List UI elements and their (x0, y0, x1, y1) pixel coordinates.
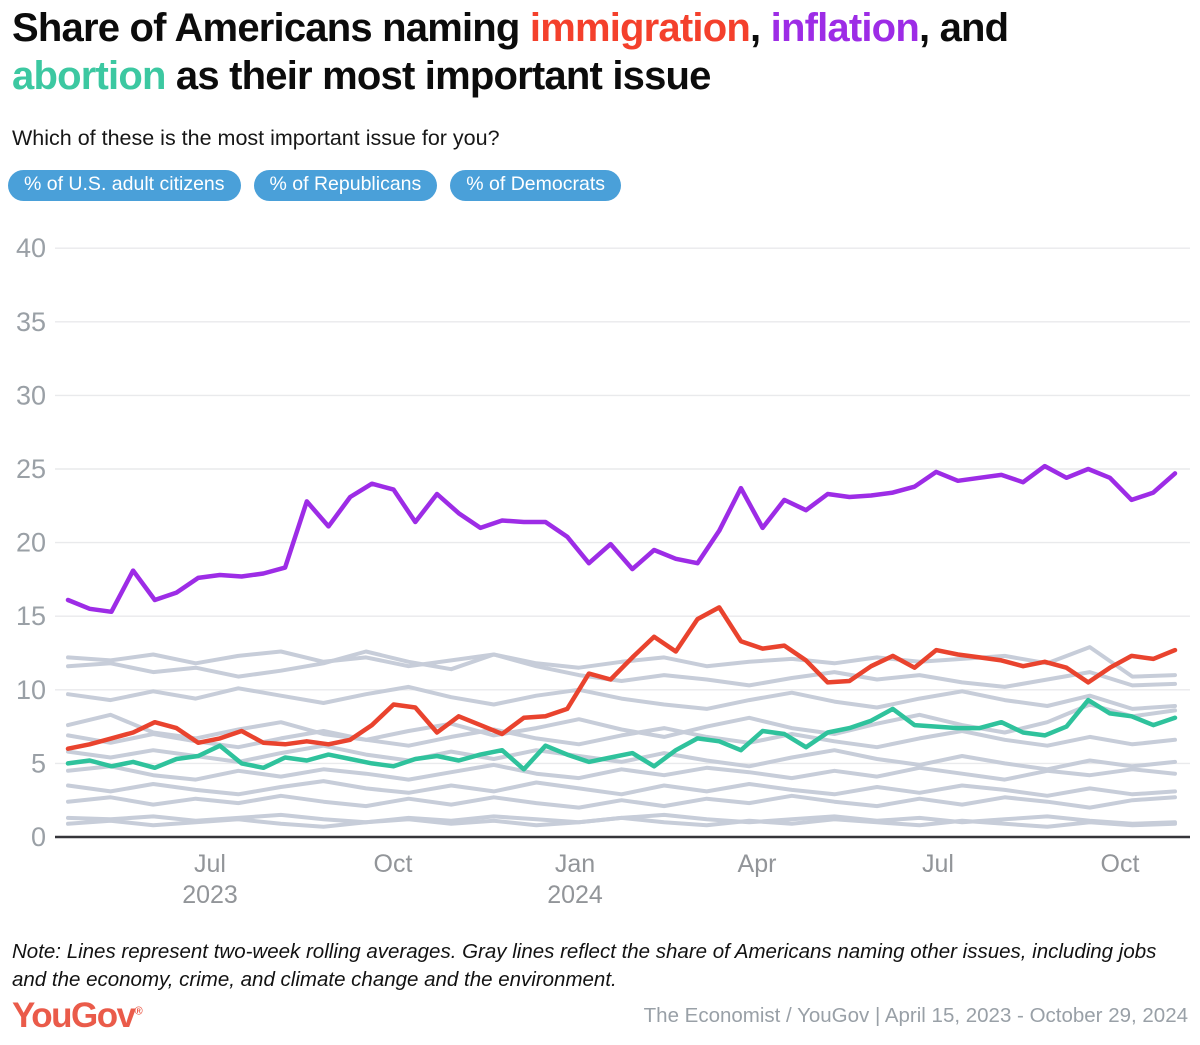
series-other-issue-5 (66, 726, 1177, 750)
x-tick-year-2: 2024 (547, 881, 603, 909)
chart-question: Which of these is the most important iss… (12, 126, 500, 150)
x-tick-2: Jan (555, 850, 595, 878)
y-tick-25: 25 (16, 454, 46, 484)
series-abortion (65, 697, 1178, 772)
x-tick-3: Apr (738, 850, 777, 878)
footnote: Note: Lines represent two-week rolling a… (12, 940, 1157, 991)
series-other-issue-11 (66, 815, 1177, 829)
y-tick-30: 30 (16, 380, 46, 410)
title-segment-5: abortion (12, 54, 166, 98)
x-tick-0: Jul (194, 850, 226, 878)
pill-democrats[interactable]: % of Democrats (450, 170, 621, 201)
metric-pills: % of U.S. adult citizens % of Republicans… (8, 170, 621, 201)
page-title: Share of Americans naming immigration, i… (12, 4, 1192, 100)
title-segment-4: , and (918, 6, 1009, 50)
series-other-issue-9 (66, 793, 1177, 810)
series-other-issue-7 (66, 762, 1177, 782)
y-tick-40: 40 (16, 233, 46, 263)
title-segment-6: as their most important issue (165, 54, 712, 98)
series-other-issue-4 (66, 702, 1177, 742)
series-other-issue-10 (66, 812, 1177, 826)
x-tick-year-0: 2023 (182, 881, 238, 909)
source-credit: The Economist / YouGov | April 15, 2023 … (643, 1004, 1188, 1027)
title-segment-0: Share of Americans naming (12, 6, 530, 50)
y-tick-15: 15 (16, 601, 46, 631)
series-lines (65, 463, 1178, 829)
y-tick-5: 5 (31, 748, 46, 778)
series-immigration (65, 605, 1178, 751)
y-tick-10: 10 (16, 675, 46, 705)
registered-mark: ® (134, 1005, 143, 1018)
x-tick-4: Jul (922, 850, 954, 878)
y-tick-0: 0 (31, 822, 46, 852)
y-tick-35: 35 (16, 307, 46, 337)
title-segment-2: , (749, 6, 771, 50)
yougov-logo: YouGov® (12, 996, 143, 1036)
series-other-issue-3 (66, 684, 1177, 711)
x-tick-5: Oct (1101, 850, 1140, 878)
footer: YouGov® The Economist / YouGov | April 1… (12, 996, 1188, 1036)
series-other-issue-6 (66, 743, 1177, 772)
yougov-logo-text: YouGov (12, 996, 136, 1035)
title-segment-3: inflation (770, 6, 920, 50)
gridlines (55, 247, 1190, 839)
axis-labels: 0 5 10 15 20 25 30 35 40 Jul 2023 Oct Jan 2024 Apr Jul O… (16, 233, 1140, 909)
series-other-issue-8 (66, 779, 1177, 798)
x-tick-1: Oct (374, 850, 413, 878)
series-other-issue-1 (66, 645, 1177, 679)
pill-republicans[interactable]: % of Republicans (253, 170, 438, 201)
series-other-issue-2 (66, 649, 1177, 689)
pill-us-adult-citizens[interactable]: % of U.S. adult citizens (8, 170, 241, 201)
title-segment-1: immigration (529, 6, 751, 50)
y-tick-20: 20 (16, 528, 46, 558)
series-inflation (65, 463, 1178, 615)
